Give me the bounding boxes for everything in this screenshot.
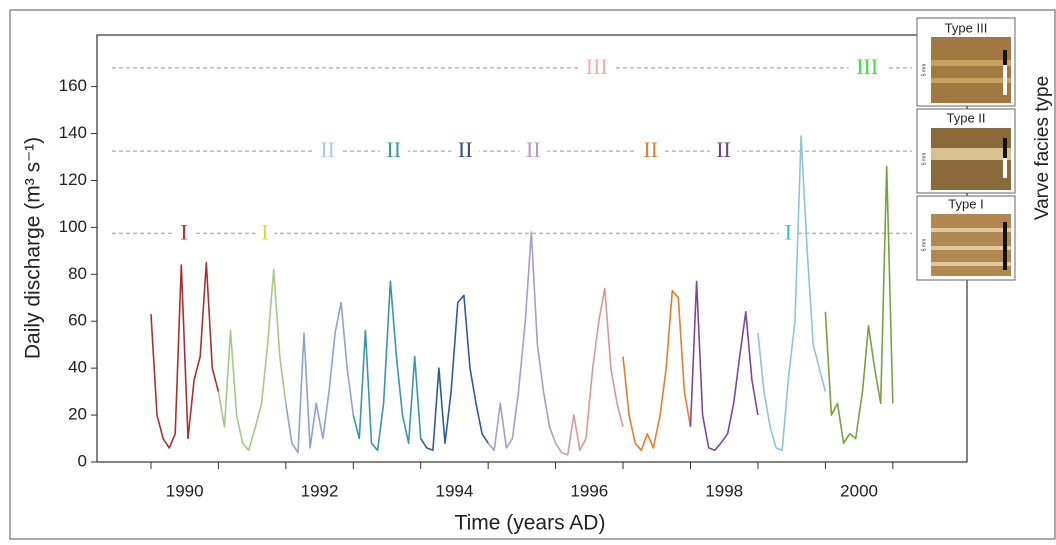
series-line (217, 268, 287, 452)
photo-layer (931, 148, 1011, 160)
y-axis-label: Daily discharge (m³ s⁻¹) (22, 137, 45, 359)
series-line (622, 289, 692, 452)
label-bg (636, 139, 665, 164)
facies-label: I (785, 219, 792, 244)
facies-label: III (856, 54, 878, 79)
y-tick-label: 160 (59, 76, 87, 95)
x-tick-label: 2000 (840, 481, 878, 500)
frame (9, 9, 1056, 540)
label-bg (709, 139, 738, 164)
label-bg (451, 139, 480, 164)
series-line (757, 135, 827, 452)
label-bg (578, 55, 616, 80)
photo-layer (931, 78, 1011, 83)
y-tick-label: 0 (78, 451, 87, 470)
series-line (352, 280, 422, 452)
y-tick-label: 20 (68, 405, 87, 424)
label-bg (778, 221, 798, 246)
scale-label: 5 mm (921, 64, 927, 77)
label-bg (313, 139, 342, 164)
type-label: Type II (946, 110, 985, 125)
photo-layer (931, 60, 1011, 66)
y-tick-label: 60 (68, 311, 87, 330)
facies-label: II (643, 137, 658, 162)
series-line (487, 231, 557, 452)
x-tick-label: 1998 (705, 481, 743, 500)
photo-layer (931, 246, 1011, 250)
series-line (420, 294, 489, 452)
y-tick-label: 100 (59, 217, 87, 236)
x-axis-label: Time (years AD) (455, 512, 606, 535)
x-tick-label: 1992 (301, 481, 339, 500)
label-bg (519, 139, 548, 164)
x-tick-label: 1990 (166, 481, 204, 500)
y-tick-label: 40 (68, 358, 87, 377)
photo-layer (931, 228, 1011, 232)
photo-panel: Type III Type II Type I 5 mm 5 mm 5 mm (916, 17, 1016, 281)
series-line (689, 280, 759, 452)
label-bg (174, 221, 194, 246)
y-tick-label: 140 (59, 123, 87, 142)
y-tick-label: 80 (68, 264, 87, 283)
label-bg (848, 55, 886, 80)
facies-label: II (386, 137, 401, 162)
scale-label: 5 mm (921, 239, 927, 252)
series-line (824, 165, 894, 444)
facies-label: II (458, 137, 473, 162)
series-line (285, 301, 355, 454)
scale-bar (1003, 138, 1007, 158)
x-tick-label: 1994 (436, 481, 474, 500)
series-line (150, 261, 220, 449)
photo (931, 214, 1011, 276)
facies-label: II (716, 137, 731, 162)
scale-bar (1003, 50, 1007, 95)
scale-label: 5 mm (921, 153, 927, 166)
scale-bar (1003, 50, 1007, 65)
facies-label: II (526, 137, 541, 162)
x-tick-label: 1996 (570, 481, 608, 500)
panel-title: Varve facies type (1032, 76, 1053, 220)
scale-bar (1003, 222, 1007, 270)
facies-label: I (180, 219, 187, 244)
series-line (554, 287, 624, 456)
photo-layer (931, 262, 1011, 266)
facies-label: I (261, 219, 268, 244)
photo (931, 37, 1011, 103)
type-label: Type I (948, 196, 983, 211)
label-bg (255, 221, 275, 246)
y-tick-label: 120 (59, 170, 87, 189)
facies-label: III (586, 54, 608, 79)
label-bg (379, 139, 408, 164)
facies-label: II (320, 137, 335, 162)
type-label: Type III (945, 20, 988, 35)
